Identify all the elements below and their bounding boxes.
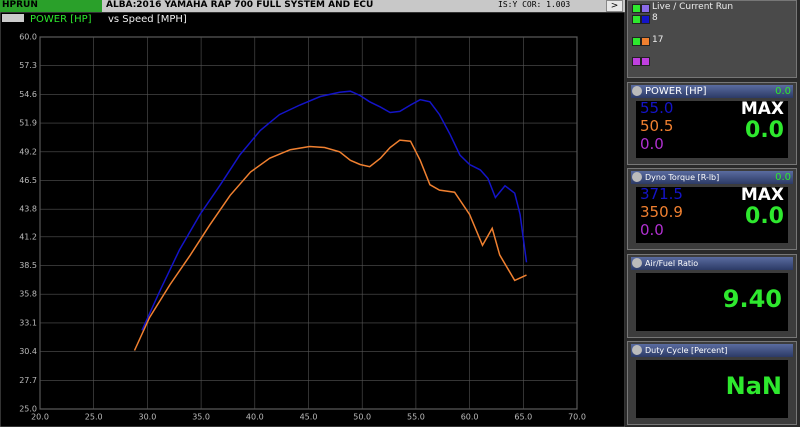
legend-swatch [641,37,650,46]
gauge-header: Air/Fuel Ratio [631,257,793,270]
gear-icon [632,258,642,268]
y-tick-label: 60.0 [19,33,37,42]
x-tick-label: 70.0 [568,413,586,422]
y-tick-label: 25.0 [19,405,37,414]
max-label: MAX [740,99,784,119]
legend-swatch [632,15,641,24]
legend-swatch [641,57,650,66]
y-tick-label: 35.8 [19,290,37,299]
gear-icon [632,86,642,96]
gauge-value: 50.5 [640,117,674,135]
y-tick-label: 33.1 [19,318,37,327]
gauge-title: POWER [HP] [645,86,707,97]
gauge-value: 0.0 [640,221,664,239]
run-label: HPRUN [0,0,102,12]
gauge-reading: NaN [725,372,782,400]
chart-subtitle: vs Speed [MPH] [108,14,187,25]
legend-label: 17 [652,35,664,45]
gauge-header: Duty Cycle [Percent] [631,344,793,357]
gear-icon [632,345,642,355]
gauge-value: 0.0 [640,135,664,153]
y-tick-label: 41.2 [19,232,37,241]
x-tick-label: 40.0 [246,413,264,422]
gauge-display: 55.0 50.5 0.0 MAX 0.0 [636,99,788,158]
legend-label: 8 [652,13,658,23]
y-tick-label: 46.5 [19,176,37,185]
y-tick-label: 49.2 [19,147,37,156]
gauge-current: 0.0 [775,172,791,183]
y-tick-label: 38.5 [19,261,37,270]
gauge-display: 9.40 [636,273,788,331]
gauge-display: NaN [636,360,788,418]
gauge-value: 55.0 [640,99,674,117]
gauge-value: 350.9 [640,203,683,221]
expand-button[interactable]: > [606,0,623,12]
gauge-current: 0.0 [775,86,791,97]
y-tick-label: 51.9 [19,119,37,128]
gauge-title: Duty Cycle [Percent] [645,346,728,355]
gauge-title: Dyno Torque [R-lb] [645,173,720,182]
series-line [133,139,527,351]
run-title: ALBA:2016 YAMAHA RAP 700 FULL SYSTEM AND… [106,0,374,10]
y-tick-label: 43.8 [19,205,37,214]
y-tick-label: 57.3 [19,61,37,70]
legend-swatch [632,4,641,13]
y-tick-label: 27.7 [19,376,37,385]
gauge-display: 371.5 350.9 0.0 MAX 0.0 [636,185,788,243]
gauge-header: POWER [HP] 0.0 [631,85,793,98]
x-tick-label: 60.0 [461,413,479,422]
series-line [141,90,528,331]
chart: POWER [HP] vs Speed [MPH] 25.0 27.7 30.4 33… [0,12,625,427]
top-bar: HPRUN ALBA:2016 YAMAHA RAP 700 FULL SYST… [0,0,625,12]
legend-swatch [641,4,650,13]
gauge-panel: Duty Cycle [Percent] NaN [627,341,797,425]
legend-swatch [632,37,641,46]
gauge-header: Dyno Torque [R-lb] 0.0 [631,171,793,184]
max-value: 0.0 [745,118,784,143]
legend-label: Live / Current Run [652,2,734,12]
gauge-value: 371.5 [640,185,683,203]
gauge-panel: POWER [HP] 0.0 55.0 50.5 0.0 MAX 0.0 [627,82,797,165]
y-tick-label: 54.6 [19,90,37,99]
legend-swatch [641,15,650,24]
chart-title: POWER [HP] [30,14,92,25]
x-tick-label: 35.0 [192,413,210,422]
x-tick-label: 30.0 [138,413,156,422]
x-tick-label: 20.0 [31,413,49,422]
y-tick-label: 30.4 [19,347,37,356]
x-tick-label: 45.0 [300,413,318,422]
x-tick-label: 65.0 [514,413,532,422]
gauge-title: Air/Fuel Ratio [645,259,699,268]
gauge-panel: Dyno Torque [R-lb] 0.0 371.5 350.9 0.0 MAX 0.0 [627,168,797,250]
gear-icon [632,172,642,182]
legend-swatch [632,57,641,66]
x-tick-label: 50.0 [353,413,371,422]
x-tick-label: 25.0 [85,413,103,422]
chart-tab [2,14,24,22]
status: IS:Y COR: 1.003 [498,0,571,9]
x-tick-label: 55.0 [407,413,425,422]
legend-panel: Live / Current Run 8 17 [627,0,797,78]
gauge-reading: 9.40 [722,285,782,313]
max-value: 0.0 [745,204,784,229]
gauge-panel: Air/Fuel Ratio 9.40 [627,254,797,338]
max-label: MAX [740,185,784,205]
